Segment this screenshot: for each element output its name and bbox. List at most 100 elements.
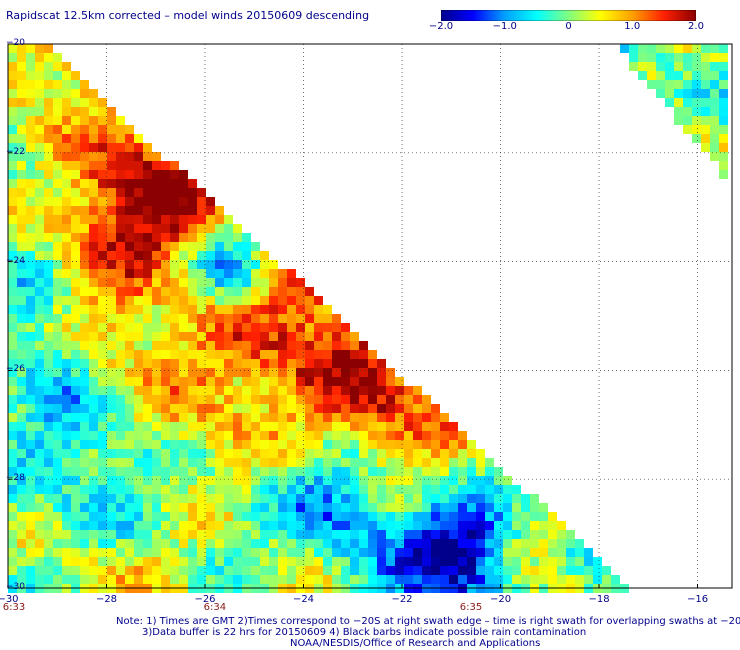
data-cell (251, 296, 260, 305)
data-cell (35, 170, 44, 179)
data-cell (44, 413, 53, 422)
data-cell (305, 503, 314, 512)
data-cell (503, 521, 512, 530)
data-cell (107, 359, 116, 368)
data-cell (116, 197, 125, 206)
data-cell (71, 449, 80, 458)
data-cell (89, 161, 98, 170)
data-cell (494, 575, 503, 584)
data-cell (467, 476, 476, 485)
data-cell (269, 458, 278, 467)
data-cell (485, 539, 494, 548)
data-cell (476, 557, 485, 566)
data-cell (161, 575, 170, 584)
data-cell (242, 323, 251, 332)
data-cell (80, 548, 89, 557)
data-cell (71, 422, 80, 431)
data-cell (71, 89, 80, 98)
data-cell (719, 116, 728, 125)
data-cell (476, 575, 485, 584)
data-cell (179, 197, 188, 206)
data-cell (170, 413, 179, 422)
data-cell (341, 359, 350, 368)
data-cell (17, 224, 26, 233)
data-cell (152, 548, 161, 557)
data-cell (80, 485, 89, 494)
data-cell (458, 521, 467, 530)
data-cell (26, 98, 35, 107)
data-cell (197, 485, 206, 494)
data-cell (359, 404, 368, 413)
data-cell (341, 566, 350, 575)
data-cell (179, 548, 188, 557)
data-cell (116, 467, 125, 476)
data-cell (494, 503, 503, 512)
data-cell (512, 557, 521, 566)
data-cell (521, 503, 530, 512)
data-cell (440, 422, 449, 431)
data-cell (170, 341, 179, 350)
data-cell (431, 494, 440, 503)
data-cell (44, 98, 53, 107)
data-cell (53, 494, 62, 503)
data-cell (314, 341, 323, 350)
data-cell (404, 431, 413, 440)
data-cell (134, 179, 143, 188)
data-cell (521, 557, 530, 566)
data-cell (134, 350, 143, 359)
data-cell (350, 341, 359, 350)
data-cell (188, 413, 197, 422)
data-cell (143, 485, 152, 494)
data-cell (161, 476, 170, 485)
data-cell (8, 215, 17, 224)
data-cell (278, 323, 287, 332)
data-cell (80, 116, 89, 125)
data-cell (233, 539, 242, 548)
data-cell (170, 440, 179, 449)
data-cell (395, 440, 404, 449)
data-cell (170, 494, 179, 503)
data-cell (404, 467, 413, 476)
data-cell (287, 278, 296, 287)
data-cell (188, 260, 197, 269)
data-cell (314, 332, 323, 341)
data-cell (206, 530, 215, 539)
data-cell (341, 323, 350, 332)
data-cell (314, 296, 323, 305)
data-cell (719, 170, 728, 179)
data-cell (71, 485, 80, 494)
data-cell (422, 395, 431, 404)
data-cell (107, 386, 116, 395)
data-cell (467, 557, 476, 566)
data-cell (323, 368, 332, 377)
data-cell (413, 521, 422, 530)
data-cell (503, 476, 512, 485)
data-cell (251, 548, 260, 557)
data-cell (197, 494, 206, 503)
data-cell (143, 215, 152, 224)
data-cell (8, 332, 17, 341)
data-cell (125, 458, 134, 467)
data-cell (170, 278, 179, 287)
data-cell (665, 44, 674, 53)
data-cell (719, 53, 728, 62)
data-cell (17, 413, 26, 422)
data-cell (359, 440, 368, 449)
data-cell (476, 530, 485, 539)
data-cell (377, 512, 386, 521)
data-cell (44, 287, 53, 296)
data-cell (98, 575, 107, 584)
data-cell (440, 512, 449, 521)
data-cell (35, 197, 44, 206)
data-cell (719, 143, 728, 152)
data-cell (503, 494, 512, 503)
data-cell (26, 197, 35, 206)
data-cell (8, 98, 17, 107)
data-cell (8, 413, 17, 422)
data-cell (323, 575, 332, 584)
data-cell (341, 395, 350, 404)
data-cell (71, 548, 80, 557)
swath-time-label: 6:33 (2, 602, 26, 613)
data-cell (593, 566, 602, 575)
data-cell (152, 269, 161, 278)
